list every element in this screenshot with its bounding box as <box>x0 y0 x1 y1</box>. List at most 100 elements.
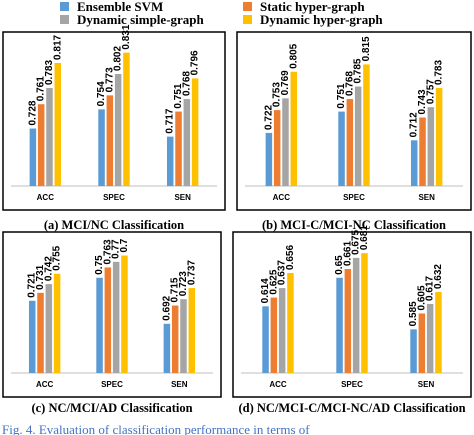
bar-spec-dynamic-simple-graph <box>354 86 362 186</box>
tick-label-acc: ACC <box>273 193 291 202</box>
data-label-acc-static-hyper-graph: 0.761 <box>36 76 47 101</box>
data-label-spec-dynamic-simple-graph: 0.77 <box>111 239 122 259</box>
bar-acc-static-hyper-graph <box>270 297 278 373</box>
data-label-spec-static-hyper-graph: 0.773 <box>104 67 115 92</box>
data-label-sen-dynamic-simple-graph: 0.617 <box>425 275 436 300</box>
panel-caption: (b) MCI-C/MCI-NC Classification <box>262 218 446 232</box>
data-label-sen-static-hyper-graph: 0.605 <box>416 285 427 310</box>
bar-spec-dynamic-simple-graph <box>112 261 120 373</box>
bar-spec-dynamic-hyper-graph <box>121 255 128 373</box>
panel-caption: (c) NC/MCI/AD Classification <box>31 401 192 415</box>
figure-caption: Fig. 4. Evaluation of classification per… <box>2 422 310 435</box>
data-label-sen-dynamic-hyper-graph: 0.737 <box>186 260 197 285</box>
data-label-spec-dynamic-hyper-graph: 0.831 <box>121 24 132 49</box>
data-label-acc-dynamic-hyper-graph: 0.656 <box>285 245 296 270</box>
bar-acc-dynamic-simple-graph <box>282 98 289 186</box>
data-label-sen-dynamic-simple-graph: 0.723 <box>178 271 189 296</box>
bar-spec-ensemble-svm <box>336 277 343 373</box>
data-label-acc-dynamic-hyper-graph: 0.817 <box>52 34 63 59</box>
legend-swatch-ensemble-svm <box>60 2 69 11</box>
bar-spec-static-hyper-graph <box>104 267 112 373</box>
data-label-acc-dynamic-hyper-graph: 0.755 <box>52 245 63 270</box>
data-label-acc-static-hyper-graph: 0.625 <box>268 269 279 294</box>
bar-spec-dynamic-hyper-graph <box>363 64 370 186</box>
legend: Ensemble SVM Static hyper-graph Dynamic si… <box>60 0 383 27</box>
bar-sen-ensemble-svm <box>166 136 174 186</box>
panel-border <box>2 231 222 398</box>
bar-sen-dynamic-hyper-graph <box>435 88 443 186</box>
data-label-spec-dynamic-simple-graph: 0.675 <box>351 229 362 254</box>
data-label-spec-static-hyper-graph: 0.661 <box>342 241 353 266</box>
data-label-acc-ensemble-svm: 0.721 <box>27 272 38 297</box>
bar-sen-ensemble-svm <box>163 323 171 373</box>
data-label-spec-dynamic-simple-graph: 0.785 <box>353 58 364 83</box>
data-label-sen-dynamic-simple-graph: 0.757 <box>425 79 436 104</box>
bar-acc-static-hyper-graph <box>273 110 281 186</box>
chart-panels: ACC0.7280.7610.7830.817SPEC0.7540.7730.8… <box>2 24 472 415</box>
panel-border <box>236 31 472 211</box>
data-label-acc-dynamic-simple-graph: 0.742 <box>43 256 54 281</box>
data-label-spec-ensemble-svm: 0.65 <box>334 255 345 275</box>
data-label-acc-ensemble-svm: 0.728 <box>27 100 38 125</box>
bar-acc-ensemble-svm <box>262 306 269 373</box>
tick-label-spec: SPEC <box>343 193 365 202</box>
data-label-spec-ensemble-svm: 0.754 <box>96 81 107 106</box>
bar-spec-ensemble-svm <box>98 109 105 186</box>
tick-label-acc: ACC <box>269 380 287 389</box>
bar-acc-dynamic-hyper-graph <box>53 273 61 373</box>
tick-label-acc: ACC <box>37 193 55 202</box>
bar-spec-static-hyper-graph <box>344 269 352 373</box>
chart-panel-1: ACC0.7280.7610.7830.817SPEC0.7540.7730.8… <box>2 24 226 232</box>
data-label-sen-dynamic-hyper-graph: 0.796 <box>190 50 201 75</box>
data-label-spec-ensemble-svm: 0.75 <box>94 255 105 275</box>
bar-sen-ensemble-svm <box>410 140 418 186</box>
bar-sen-dynamic-hyper-graph <box>191 78 199 186</box>
legend-swatch-dynamic-hyper-graph <box>243 15 252 24</box>
data-label-acc-ensemble-svm: 0.614 <box>260 278 271 303</box>
data-label-sen-dynamic-hyper-graph: 0.632 <box>433 264 444 289</box>
data-label-sen-static-hyper-graph: 0.751 <box>173 83 184 108</box>
bar-sen-dynamic-simple-graph <box>183 99 191 186</box>
data-label-spec-dynamic-hyper-graph: 0.681 <box>359 225 370 250</box>
data-label-sen-dynamic-hyper-graph: 0.783 <box>434 60 445 85</box>
legend-label-dynamic-simple-graph: Dynamic simple-graph <box>77 12 205 27</box>
data-label-spec-dynamic-hyper-graph: 0.815 <box>361 36 372 61</box>
data-label-acc-dynamic-simple-graph: 0.637 <box>277 260 288 285</box>
tick-label-acc: ACC <box>36 380 54 389</box>
bar-acc-dynamic-hyper-graph <box>54 62 62 186</box>
data-label-acc-dynamic-simple-graph: 0.783 <box>44 60 55 85</box>
data-label-spec-ensemble-svm: 0.751 <box>336 83 347 108</box>
bar-sen-static-hyper-graph <box>175 111 182 186</box>
data-label-acc-static-hyper-graph: 0.731 <box>35 264 46 289</box>
bar-sen-static-hyper-graph <box>418 313 426 373</box>
data-label-spec-dynamic-hyper-graph: 0.7 <box>119 238 130 252</box>
data-label-sen-static-hyper-graph: 0.715 <box>170 277 181 302</box>
bar-spec-static-hyper-graph <box>106 95 114 186</box>
legend-label-dynamic-hyper-graph: Dynamic hyper-graph <box>260 12 383 27</box>
bar-acc-dynamic-hyper-graph <box>290 71 298 186</box>
tick-label-sen: SEN <box>418 380 435 389</box>
panel-caption: (a) MCI/NC Classification <box>44 218 184 232</box>
bar-sen-ensemble-svm <box>410 329 417 373</box>
bar-sen-static-hyper-graph <box>419 117 426 186</box>
bar-acc-ensemble-svm <box>265 132 273 186</box>
bar-acc-ensemble-svm <box>28 300 36 373</box>
legend-swatch-dynamic-simple-graph <box>60 15 69 24</box>
bar-acc-dynamic-simple-graph <box>278 288 286 373</box>
data-label-spec-dynamic-simple-graph: 0.802 <box>113 46 124 71</box>
bar-spec-dynamic-hyper-graph <box>361 253 368 373</box>
data-label-spec-static-hyper-graph: 0.763 <box>102 239 113 264</box>
bar-spec-ensemble-svm <box>96 277 103 373</box>
data-label-acc-ensemble-svm: 0.722 <box>263 104 274 129</box>
data-label-sen-dynamic-simple-graph: 0.768 <box>181 71 192 96</box>
bar-sen-dynamic-hyper-graph <box>188 288 196 373</box>
legend-swatch-static-hyper-graph <box>243 2 252 11</box>
bar-spec-dynamic-simple-graph <box>114 74 122 186</box>
panel-caption: (d) NC/MCI-C/MCI-NC/AD Classification <box>238 401 465 415</box>
bar-acc-static-hyper-graph <box>37 292 44 373</box>
panel-border <box>232 231 472 398</box>
data-label-spec-static-hyper-graph: 0.768 <box>344 71 355 96</box>
bar-spec-dynamic-simple-graph <box>352 257 360 373</box>
